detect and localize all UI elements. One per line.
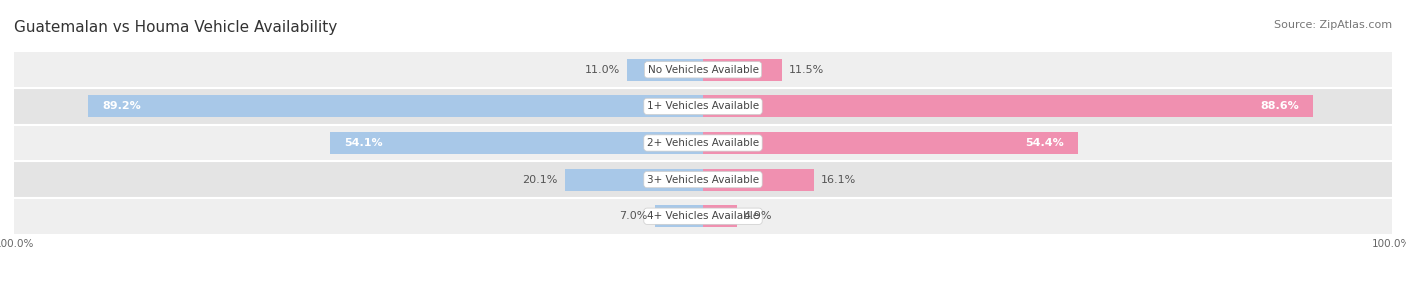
Text: No Vehicles Available: No Vehicles Available [648, 65, 758, 75]
Text: 88.6%: 88.6% [1261, 102, 1299, 111]
Text: Guatemalan vs Houma Vehicle Availability: Guatemalan vs Houma Vehicle Availability [14, 20, 337, 35]
Text: 3+ Vehicles Available: 3+ Vehicles Available [647, 175, 759, 184]
Text: 89.2%: 89.2% [103, 102, 141, 111]
Bar [627, 59, 703, 81]
Text: 7.0%: 7.0% [620, 211, 648, 221]
Text: 4+ Vehicles Available: 4+ Vehicles Available [647, 211, 759, 221]
Text: 54.1%: 54.1% [344, 138, 382, 148]
Text: 2+ Vehicles Available: 2+ Vehicles Available [647, 138, 759, 148]
Bar [14, 88, 1392, 125]
Bar [703, 96, 1313, 117]
Text: 11.5%: 11.5% [789, 65, 824, 75]
Text: 54.4%: 54.4% [1025, 138, 1064, 148]
Bar [655, 205, 703, 227]
Bar [14, 51, 1392, 88]
Bar [14, 198, 1392, 235]
Text: 20.1%: 20.1% [522, 175, 558, 184]
Text: Source: ZipAtlas.com: Source: ZipAtlas.com [1274, 20, 1392, 30]
Bar [703, 205, 737, 227]
Text: 16.1%: 16.1% [821, 175, 856, 184]
Text: 11.0%: 11.0% [585, 65, 620, 75]
Bar [703, 59, 782, 81]
Bar [703, 132, 1078, 154]
Text: 4.9%: 4.9% [744, 211, 772, 221]
Text: 1+ Vehicles Available: 1+ Vehicles Available [647, 102, 759, 111]
Bar [565, 169, 703, 190]
Bar [330, 132, 703, 154]
Bar [14, 125, 1392, 161]
Bar [14, 161, 1392, 198]
Bar [89, 96, 703, 117]
Bar [703, 169, 814, 190]
